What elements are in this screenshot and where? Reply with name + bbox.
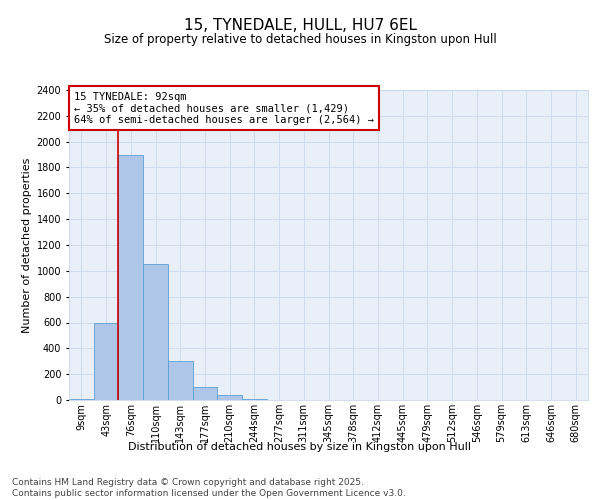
Bar (217, 395, 242, 400)
Text: Distribution of detached houses by size in Kingston upon Hull: Distribution of detached houses by size … (128, 442, 472, 452)
Text: 15 TYNEDALE: 92sqm
← 35% of detached houses are smaller (1,429)
64% of semi-deta: 15 TYNEDALE: 92sqm ← 35% of detached hou… (74, 92, 374, 124)
Y-axis label: Number of detached properties: Number of detached properties (22, 158, 32, 332)
Bar (193, 387, 217, 400)
Text: Size of property relative to detached houses in Kingston upon Hull: Size of property relative to detached ho… (104, 32, 496, 46)
Bar (94, 322, 118, 400)
Bar (118, 154, 143, 400)
Bar (143, 264, 168, 400)
Text: Contains HM Land Registry data © Crown copyright and database right 2025.
Contai: Contains HM Land Registry data © Crown c… (12, 478, 406, 498)
Bar (168, 361, 193, 400)
Text: 15, TYNEDALE, HULL, HU7 6EL: 15, TYNEDALE, HULL, HU7 6EL (184, 18, 416, 32)
